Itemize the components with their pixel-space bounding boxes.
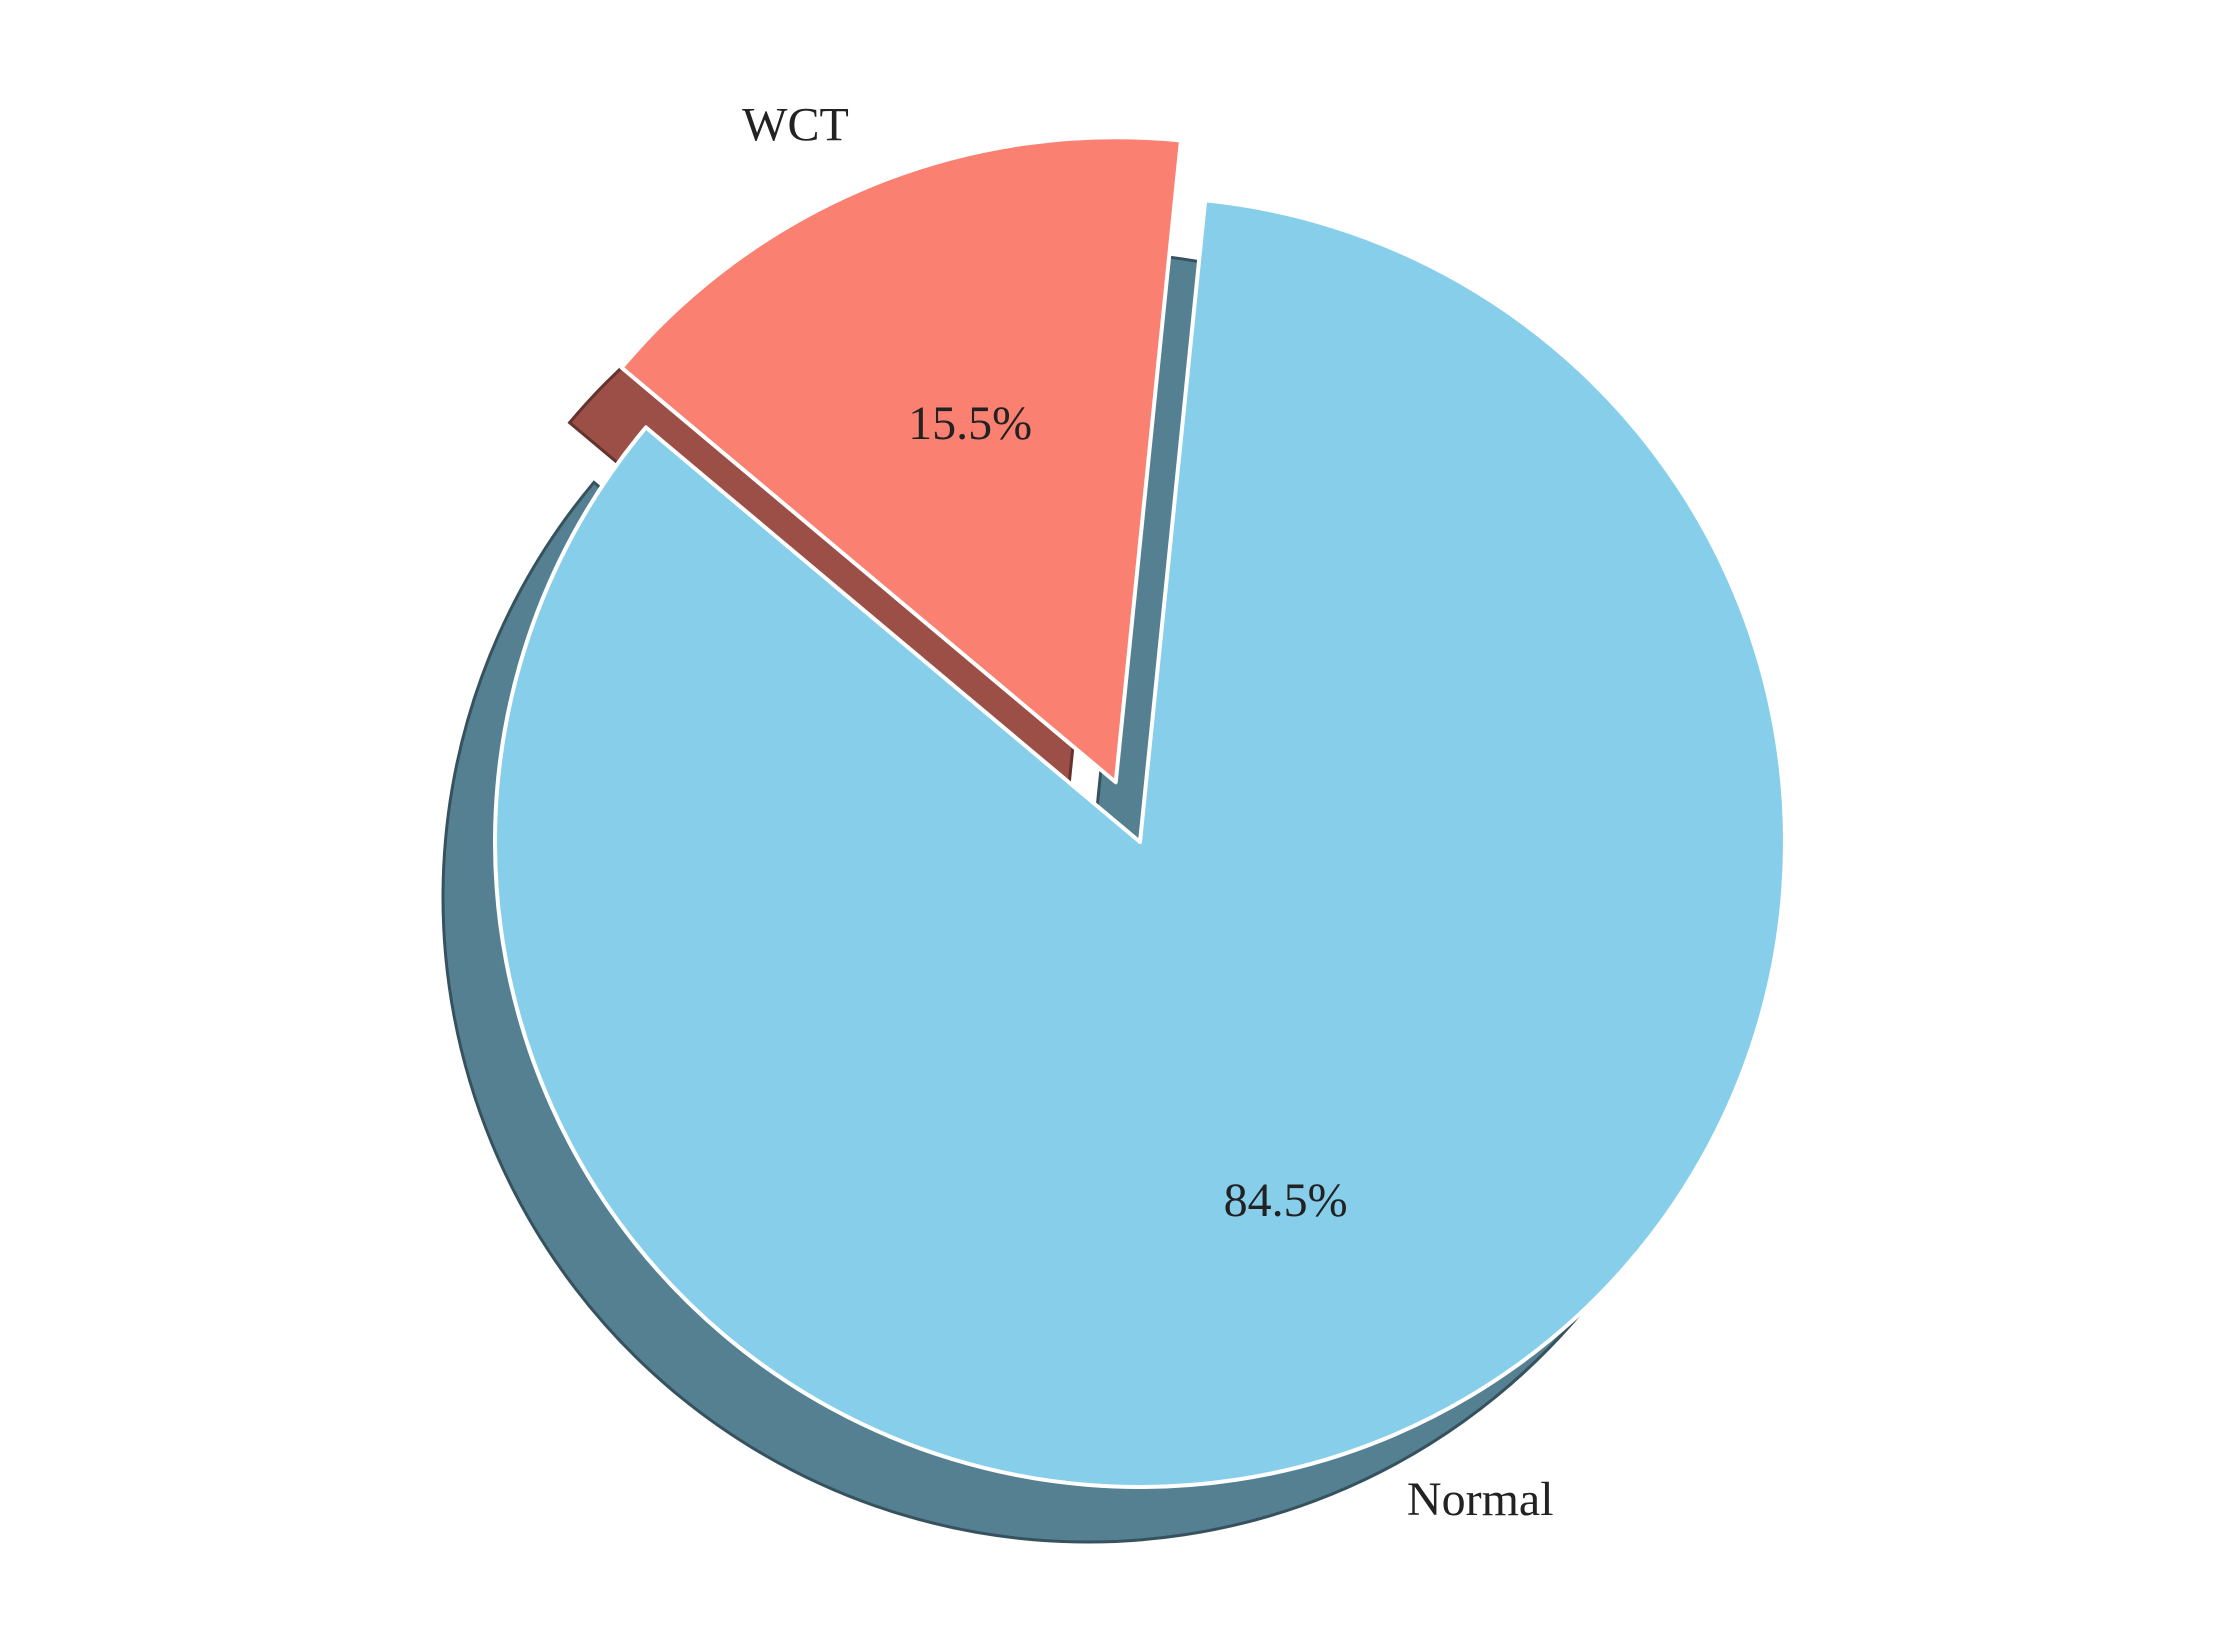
labels: Normal 84.5% WCT 15.5% xyxy=(742,98,1553,1526)
percent-label-wct: 15.5% xyxy=(908,397,1032,450)
label-wct: WCT xyxy=(742,98,849,151)
slice-normal xyxy=(493,198,1787,1489)
slices xyxy=(493,135,1787,1489)
percent-label-normal: 84.5% xyxy=(1224,1174,1348,1227)
label-normal: Normal xyxy=(1407,1473,1554,1526)
slice-wct xyxy=(619,135,1183,785)
